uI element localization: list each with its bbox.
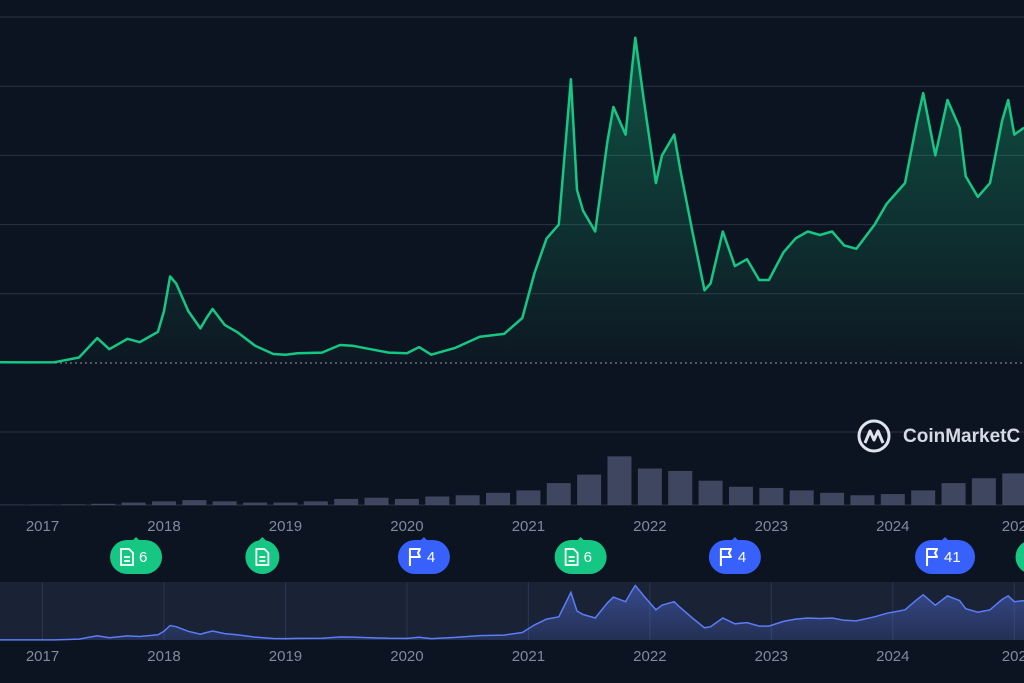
badge-count: 6 xyxy=(584,549,592,566)
volume-bar xyxy=(850,495,875,505)
volume-bar xyxy=(607,456,632,505)
volume-bar xyxy=(668,470,693,505)
badge-body xyxy=(708,540,761,574)
volume-bar xyxy=(911,490,936,505)
price-line xyxy=(0,36,1024,364)
x-tick-label: 2021 xyxy=(512,518,545,535)
event-badge[interactable]: 41 xyxy=(915,537,976,574)
badge-body xyxy=(110,540,163,574)
news-icon xyxy=(120,548,134,566)
watermark-text: CoinMarketC xyxy=(903,426,1020,447)
navigator-tick-label: 2020 xyxy=(390,648,423,665)
volume-bar xyxy=(182,500,207,505)
navigator-tick-label: 2019 xyxy=(269,648,302,665)
x-tick-label: 2017 xyxy=(26,518,59,535)
volume-bar xyxy=(516,490,541,505)
volume-bar xyxy=(941,483,966,505)
news-icon xyxy=(564,548,579,566)
volume-bar xyxy=(303,501,328,505)
event-badge[interactable]: 4 xyxy=(397,537,450,574)
event-badge[interactable]: 6 xyxy=(110,537,163,574)
event-badge[interactable]: 6 xyxy=(554,537,607,574)
navigator-tick-label: 2017 xyxy=(26,648,59,665)
volume-bar xyxy=(880,494,905,505)
volume-bar xyxy=(789,490,814,505)
volume-bar xyxy=(759,487,784,505)
event-badge[interactable]: 4 xyxy=(708,537,761,574)
navigator-tick-label: 202 xyxy=(1002,648,1024,665)
x-tick-label: 2019 xyxy=(269,518,302,535)
volume-bar xyxy=(243,502,268,505)
x-tick-label: 2023 xyxy=(755,518,788,535)
volume-bar xyxy=(698,480,723,505)
volume-bar xyxy=(577,474,602,505)
navigator-tick-label: 2024 xyxy=(876,648,909,665)
volume-bar xyxy=(334,498,359,505)
volume-bar xyxy=(820,492,845,505)
watermark-logo xyxy=(857,419,891,453)
event-badge[interactable] xyxy=(1015,537,1024,574)
news-icon xyxy=(255,548,270,566)
navigator-line xyxy=(0,584,1024,641)
badge-count: 4 xyxy=(427,549,435,566)
badge-count: 41 xyxy=(944,549,961,566)
navigator-tick-label: 2021 xyxy=(512,648,545,665)
price-area xyxy=(0,37,1024,364)
event-badge[interactable] xyxy=(245,537,280,574)
x-tick-label: 2020 xyxy=(390,518,423,535)
volume-bar xyxy=(151,501,176,505)
badge-body xyxy=(397,540,450,574)
navigator-tick-label: 2022 xyxy=(633,648,666,665)
volume-bar xyxy=(121,502,146,505)
flag-icon xyxy=(408,548,421,566)
navigator-tick-label: 2023 xyxy=(755,648,788,665)
volume-bar xyxy=(728,486,753,505)
flag-icon xyxy=(926,548,939,566)
x-tick-label: 2024 xyxy=(876,518,909,535)
volume-bar xyxy=(394,498,419,505)
badge-count: 4 xyxy=(738,549,746,566)
badge-count: 6 xyxy=(139,549,147,566)
x-tick-label: 2018 xyxy=(147,518,180,535)
flag-icon xyxy=(719,548,732,566)
x-tick-label: 202 xyxy=(1002,518,1024,535)
badge-body xyxy=(1015,542,1024,572)
volume-bar xyxy=(486,492,511,505)
volume-bar xyxy=(364,497,389,505)
volume-bar xyxy=(546,483,571,505)
volume-bar xyxy=(425,496,450,505)
badge-body xyxy=(554,540,607,574)
volume-bar xyxy=(1002,473,1024,505)
volume-bar xyxy=(91,503,116,505)
volume-bar xyxy=(637,468,662,505)
volume-bar xyxy=(60,504,85,505)
volume-bar xyxy=(455,495,480,505)
volume-bar xyxy=(273,502,298,505)
volume-bar xyxy=(212,501,237,505)
x-tick-label: 2022 xyxy=(633,518,666,535)
volume-bar xyxy=(971,478,996,505)
navigator-tick-label: 2018 xyxy=(147,648,180,665)
